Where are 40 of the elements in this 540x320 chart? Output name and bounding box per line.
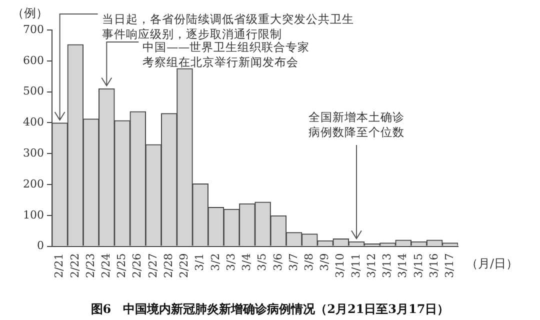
x-tick-label: 3/7 [286, 253, 300, 271]
x-tick-label: 3/16 [427, 253, 440, 278]
x-tick-label: 3/17 [443, 253, 456, 278]
x-tick-label: 2/23 [84, 253, 97, 278]
x-axis-title: （月/日） [466, 256, 518, 270]
x-tick-label: 3/15 [412, 253, 425, 278]
x-tick-label: 3/12 [364, 253, 378, 278]
x-tick-label: 3/9 [318, 253, 332, 271]
x-tick-label: 2/29 [178, 253, 191, 278]
x-tick-label: 2/25 [115, 253, 128, 278]
y-tick-label: 200 [22, 177, 44, 190]
y-tick-label: 500 [22, 84, 44, 98]
text: 图6 中国境内新冠肺炎新增确诊病例情况（2月21日至3月17日） [90, 302, 450, 316]
x-tick-label: 2/28 [162, 253, 175, 278]
annotation: 全国新增本土确诊病例数降至个位数 [308, 110, 404, 139]
x-tick-label: 3/10 [334, 253, 347, 278]
y-tick-label: 600 [22, 54, 44, 67]
x-tick-label: 3/6 [271, 253, 284, 271]
x-tick-label: 2/24 [100, 253, 113, 278]
x-tick-label: 3/2 [208, 253, 222, 271]
x-tick-label: 3/11 [349, 253, 362, 278]
y-tick-label: 300 [22, 146, 44, 160]
y-tick-label: 700 [22, 22, 44, 36]
x-tick-label: 3/1 [193, 253, 206, 271]
x-tick-label: 2/21 [52, 253, 66, 278]
x-tick-label: 3/3 [224, 253, 238, 271]
x-tick-label: 3/4 [240, 253, 254, 271]
x-tick-label: 3/13 [380, 253, 394, 278]
x-tick-label: 3/8 [302, 253, 316, 271]
x-tick-label: 2/26 [130, 253, 144, 278]
x-tick-label: 2/22 [68, 253, 82, 278]
x-tick-label: 2/27 [146, 253, 160, 278]
annotation: 当日起，各省份陆续调低省级重大突发公共卫生事件响应级别，逐步取消通行限制 [102, 12, 354, 41]
x-tick-label: 3/14 [396, 253, 410, 278]
y-tick-label: 0 [36, 239, 44, 252]
y-axis-title: （例） [12, 6, 48, 20]
y-tick-label: 400 [22, 116, 44, 129]
annotation: 中国——世界卫生组织联合专家考察组在北京举行新闻发布会 [142, 40, 310, 69]
y-tick-label: 100 [22, 208, 44, 222]
x-tick-label: 3/5 [256, 253, 269, 271]
